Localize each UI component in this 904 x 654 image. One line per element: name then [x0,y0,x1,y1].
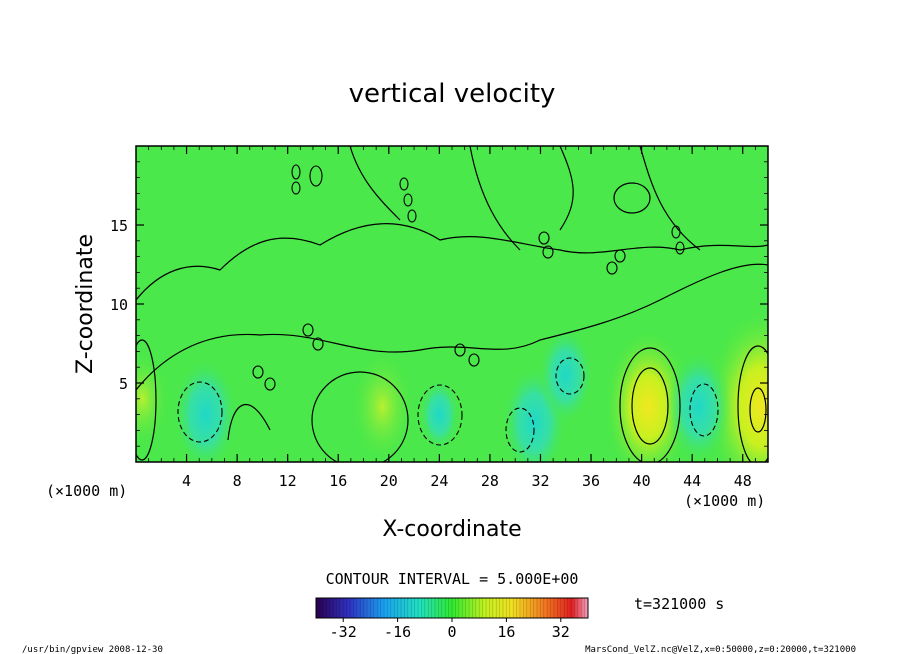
y-axis-label: Z-coordinate [73,234,98,374]
x-tick-label: 16 [329,472,347,490]
footer-right: MarsCond_VelZ.nc@VelZ,x=0:50000,z=0:2000… [585,645,856,654]
field-feature-downdraft [538,325,594,425]
y-tick-label: 15 [110,217,128,235]
footer-left: /usr/bin/gpview 2008-12-30 [22,645,163,654]
x-tick-label: 24 [430,472,448,490]
contour-bumps [252,164,685,391]
x-unit-right: (×1000 m) [684,492,765,510]
x-tick-label: 4 [182,472,191,490]
x-tick-label: 36 [582,472,600,490]
colorbar-tick-label: -32 [330,623,357,641]
colorbar-tick-label: 32 [552,623,570,641]
x-tick-label: 12 [279,472,297,490]
colorbar-ticks: -32 -16 0 16 32 [330,618,570,641]
x-axis-ticks: 4 8 12 16 20 24 28 32 36 40 44 48 [148,146,756,490]
contour-lines [136,146,768,462]
plot-area [136,146,768,462]
colorbar-segments [319,598,585,618]
x-axis-label: X-coordinate [382,517,521,542]
negative-contours [177,357,719,453]
field-feature-downdraft [418,377,461,452]
contour-interval-label: CONTOUR INTERVAL = 5.000E+00 [326,570,579,588]
colorbar-tick-label: -16 [384,623,411,641]
field-feature-downdraft [173,357,238,462]
x-tick-label: 40 [633,472,651,490]
y-tick-label: 5 [119,375,128,393]
time-label: t=321000 s [634,595,724,613]
x-tick-label: 32 [531,472,549,490]
x-tick-label: 20 [380,472,398,490]
y-tick-label: 10 [110,296,128,314]
field-feature-downdraft [666,349,731,462]
field-feature-updraft [136,349,171,449]
x-tick-label: 28 [481,472,499,490]
colorbar-tick-label: 0 [447,623,456,641]
chart-title: vertical velocity [349,79,556,109]
x-tick-label: 8 [233,472,242,490]
field-feature-updraft [350,349,415,462]
colorbar-tick-label: 16 [497,623,515,641]
field-features [136,307,768,462]
x-unit-left: (×1000 m) [46,482,127,500]
x-tick-label: 44 [683,472,701,490]
y-axis-ticks: 5 10 15 [110,161,768,447]
x-tick-label: 48 [734,472,752,490]
